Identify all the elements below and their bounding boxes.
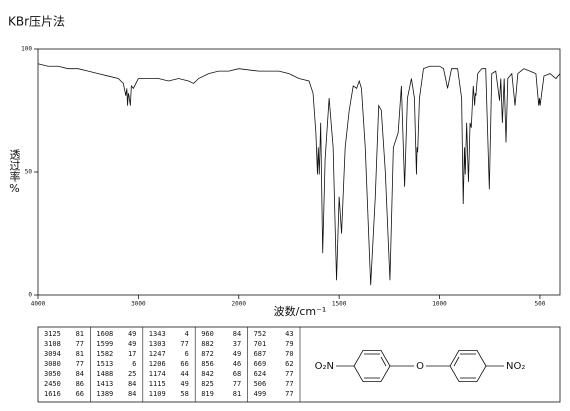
peak-wavenumber: 856 [201, 360, 214, 368]
peak-intensity: 77 [180, 340, 188, 348]
peak-intensity: 37 [233, 340, 241, 348]
x-axis-label: 波数/cm⁻¹ [274, 305, 327, 318]
x-tick-label: 500 [535, 301, 546, 308]
peak-wavenumber: 825 [201, 380, 214, 388]
peak-intensity: 84 [128, 380, 136, 388]
peak-wavenumber: 1599 [96, 340, 113, 348]
peak-intensity: 81 [76, 350, 84, 358]
peak-intensity: 6 [132, 360, 136, 368]
peak-wavenumber: 1488 [96, 370, 113, 378]
peak-intensity: 84 [233, 330, 241, 338]
peak-intensity: 81 [233, 390, 241, 398]
structure-right-group: NO₂ [506, 361, 525, 372]
x-tick-label: 3000 [131, 301, 146, 308]
peak-wavenumber: 1608 [96, 330, 113, 338]
peak-intensity: 68 [233, 370, 241, 378]
peak-wavenumber: 1247 [149, 350, 166, 358]
peak-intensity: 77 [285, 370, 293, 378]
peak-intensity: 49 [128, 330, 136, 338]
peak-wavenumber: 3050 [44, 370, 61, 378]
peak-wavenumber: 960 [201, 330, 214, 338]
peak-wavenumber: 3108 [44, 340, 61, 348]
peak-intensity: 77 [233, 380, 241, 388]
peak-wavenumber: 506 [254, 380, 267, 388]
x-tick-label: 4000 [31, 301, 46, 308]
peak-wavenumber: 3080 [44, 360, 61, 368]
peak-wavenumber: 499 [254, 390, 267, 398]
peak-wavenumber: 752 [254, 330, 267, 338]
peak-intensity: 44 [180, 370, 188, 378]
peak-wavenumber: 1413 [96, 380, 113, 388]
peak-intensity: 43 [285, 330, 293, 338]
peak-wavenumber: 882 [201, 340, 214, 348]
peak-intensity: 84 [128, 390, 136, 398]
peak-intensity: 77 [285, 390, 293, 398]
peak-wavenumber: 1109 [149, 390, 166, 398]
peak-wavenumber: 2450 [44, 380, 61, 388]
peak-intensity: 66 [76, 390, 84, 398]
peak-intensity: 84 [76, 370, 84, 378]
structure-bridge: O [416, 361, 424, 372]
peak-wavenumber: 1513 [96, 360, 113, 368]
peak-wavenumber: 819 [201, 390, 214, 398]
peak-intensity: 6 [185, 350, 189, 358]
peak-wavenumber: 701 [254, 340, 267, 348]
peak-intensity: 70 [285, 350, 293, 358]
peak-intensity: 25 [128, 370, 136, 378]
peak-intensity: 86 [76, 380, 84, 388]
peak-intensity: 49 [128, 340, 136, 348]
peak-intensity: 77 [285, 380, 293, 388]
peak-intensity: 79 [285, 340, 293, 348]
y-tick-label: 0 [28, 292, 32, 299]
peak-wavenumber: 1303 [149, 340, 166, 348]
peak-intensity: 77 [76, 340, 84, 348]
peak-wavenumber: 1174 [149, 370, 166, 378]
peak-intensity: 17 [128, 350, 136, 358]
peak-wavenumber: 1206 [149, 360, 166, 368]
peak-intensity: 58 [180, 390, 188, 398]
x-tick-label: 2000 [232, 301, 247, 308]
chart-title: KBr压片法 [8, 15, 65, 29]
peak-intensity: 62 [285, 360, 293, 368]
peak-wavenumber: 3094 [44, 350, 61, 358]
x-tick-label: 1500 [332, 301, 347, 308]
peak-wavenumber: 687 [254, 350, 267, 358]
peak-wavenumber: 1616 [44, 390, 61, 398]
peak-wavenumber: 842 [201, 370, 214, 378]
peak-wavenumber: 3125 [44, 330, 61, 338]
peak-wavenumber: 1389 [96, 390, 113, 398]
y-tick-label: 100 [21, 46, 32, 53]
peak-intensity: 66 [180, 360, 188, 368]
y-tick-label: 50 [25, 169, 33, 176]
peak-wavenumber: 1582 [96, 350, 113, 358]
peak-intensity: 46 [233, 360, 241, 368]
structure-left-group: O₂N [315, 361, 334, 372]
plot-frame [37, 48, 561, 296]
x-tick-label: 1000 [432, 301, 447, 308]
peak-intensity: 49 [233, 350, 241, 358]
peak-intensity: 77 [76, 360, 84, 368]
peak-wavenumber: 1115 [149, 380, 166, 388]
table-frame [37, 326, 561, 403]
peak-intensity: 81 [76, 330, 84, 338]
peak-intensity: 4 [185, 330, 189, 338]
y-axis-label: 透过率% [8, 149, 21, 195]
peak-wavenumber: 1343 [149, 330, 166, 338]
peak-wavenumber: 872 [201, 350, 214, 358]
peak-wavenumber: 669 [254, 360, 267, 368]
structure-drawing [336, 349, 504, 383]
spectrum-line [37, 63, 561, 286]
peak-intensity: 49 [180, 380, 188, 388]
peak-wavenumber: 624 [254, 370, 267, 378]
